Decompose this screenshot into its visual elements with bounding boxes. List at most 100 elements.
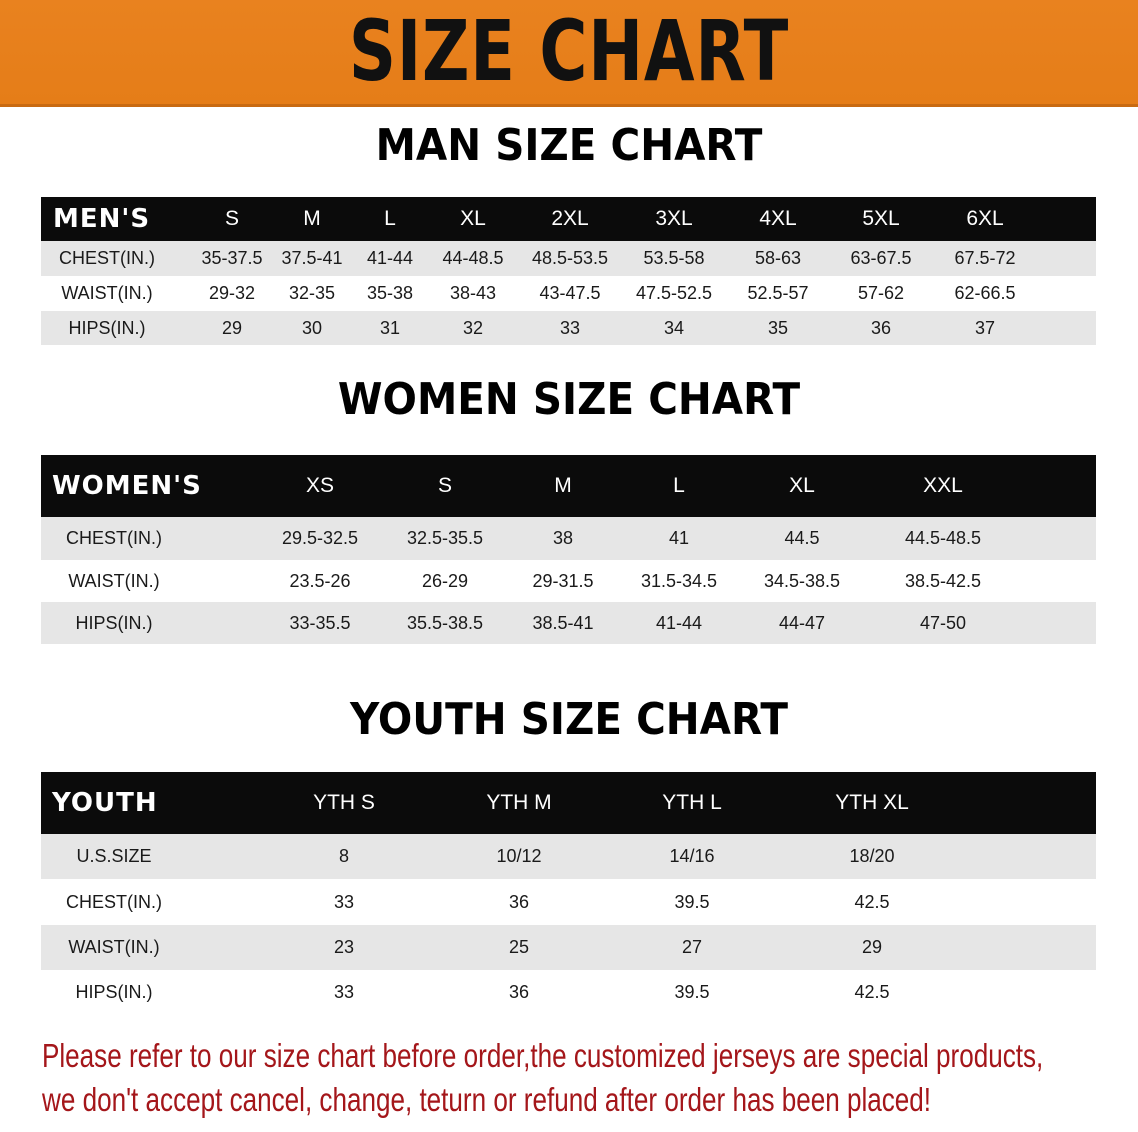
measurement-label: WAIST(IN.)	[68, 937, 160, 957]
measurement-label: HIPS(IN.)	[68, 317, 146, 338]
measurement-value: 39.5	[674, 891, 710, 912]
table-row: CHEST(IN.) 35-37.5 37.5-41 41-44 44-48.5 48.5…	[41, 241, 1096, 276]
measurement-value: 33	[333, 891, 355, 912]
measurement-value: 34.5-38.5	[763, 570, 841, 591]
measurement-value: 35	[767, 317, 789, 338]
measurement-value: 44-47	[778, 612, 826, 633]
table-row: HIPS(IN.) 33 36 39.5 42.5	[41, 970, 1096, 1015]
table-row: CHEST(IN.) 29.5-32.5 32.5-35.5 38 41 44.5 44.5…	[41, 517, 1096, 560]
measurement-value: 32-35	[288, 283, 336, 303]
measurement-label: HIPS(IN.)	[75, 982, 153, 1002]
table-row: CHEST(IN.) 33 36 39.5 42.5	[41, 879, 1096, 925]
size-column-header: 3XL	[655, 207, 693, 230]
size-column-header: S	[437, 474, 452, 497]
measurement-value: 33	[559, 317, 581, 338]
measurement-value: 37.5-41	[281, 248, 343, 268]
table-header-row: WOMEN'S XS S M L XL XXL	[41, 455, 1096, 517]
measurement-value: 58-63	[754, 248, 802, 268]
measurement-value: 32	[462, 317, 484, 338]
measurement-value: 42.5	[854, 891, 890, 912]
table-row: WAIST(IN.) 23 25 27 29	[41, 925, 1096, 970]
measurement-value: 29	[861, 937, 883, 957]
size-column-header: YTH S	[313, 791, 375, 814]
table-row: U.S.SIZE 8 10/12 14/16 18/20	[41, 834, 1096, 879]
measurement-value: 27	[681, 937, 703, 957]
measurement-value: 18/20	[849, 846, 895, 866]
header-label: WOMEN'S	[52, 471, 202, 501]
size-column-header: XL	[789, 474, 815, 497]
measurement-label: U.S.SIZE	[76, 846, 152, 866]
measurement-value: 25	[508, 937, 530, 957]
measurement-value: 29-31.5	[532, 570, 594, 591]
size-column-header: YTH L	[662, 791, 722, 814]
size-column-header: L	[384, 207, 396, 230]
measurement-value: 43-47.5	[539, 283, 601, 303]
measurement-value: 48.5-53.5	[531, 248, 609, 268]
measurement-value: 34	[663, 317, 685, 338]
size-chart-banner: SIZE CHART	[0, 0, 1138, 107]
women-section-title: WOMEN SIZE CHART	[337, 374, 801, 425]
measurement-value: 47-50	[919, 612, 967, 633]
measurement-value: 57-62	[857, 283, 905, 303]
table-header-row: MEN'S S M L XL 2XL 3XL 4XL 5XL 6XL	[41, 197, 1096, 241]
measurement-value: 29.5-32.5	[281, 528, 359, 548]
measurement-value: 23	[333, 937, 355, 957]
measurement-value: 35-38	[366, 283, 414, 303]
size-column-header: XS	[305, 474, 334, 497]
size-column-header: XL	[460, 207, 486, 230]
measurement-value: 30	[301, 317, 323, 338]
measurement-value: 33	[333, 982, 355, 1002]
measurement-value: 52.5-57	[747, 283, 809, 303]
header-label: MEN'S	[53, 204, 151, 234]
measurement-value: 41-44	[366, 248, 414, 268]
measurement-value: 36	[508, 982, 530, 1002]
men-section-title: MAN SIZE CHART	[375, 120, 763, 171]
size-column-header: L	[673, 474, 685, 497]
measurement-value: 36	[508, 891, 530, 912]
table-row: HIPS(IN.) 33-35.5 35.5-38.5 38.5-41 41-44 44-…	[41, 602, 1096, 644]
size-column-header: 5XL	[862, 207, 900, 230]
measurement-label: CHEST(IN.)	[59, 248, 155, 268]
size-column-header: 6XL	[966, 207, 1004, 230]
measurement-value: 44.5	[784, 528, 820, 548]
measurement-value: 35.5-38.5	[406, 612, 484, 633]
size-column-header: M	[554, 474, 572, 497]
measurement-value: 41-44	[655, 612, 703, 633]
measurement-value: 31	[379, 317, 401, 338]
measurement-value: 37	[974, 317, 996, 338]
measurement-value: 38.5-41	[532, 612, 594, 633]
measurement-value: 35-37.5	[201, 248, 263, 268]
size-column-header: S	[224, 207, 239, 230]
measurement-value: 38.5-42.5	[904, 570, 982, 591]
table-row: HIPS(IN.) 29 30 31 32 33 34 35 36 37	[41, 311, 1096, 345]
measurement-value: 63-67.5	[850, 248, 912, 268]
measurement-value: 8	[338, 846, 349, 866]
measurement-label: HIPS(IN.)	[75, 612, 153, 633]
measurement-value: 31.5-34.5	[640, 570, 718, 591]
size-column-header: YTH M	[486, 791, 552, 814]
measurement-value: 39.5	[674, 982, 710, 1002]
size-column-header: M	[303, 207, 321, 230]
size-column-header: 4XL	[759, 207, 797, 230]
measurement-value: 47.5-52.5	[635, 283, 713, 303]
size-column-header: 2XL	[551, 207, 589, 230]
table-header-row: YOUTH YTH S YTH M YTH L YTH XL	[41, 772, 1096, 834]
youth-section-title: YOUTH SIZE CHART	[350, 694, 788, 745]
size-column-header: XXL	[923, 474, 963, 497]
measurement-label: WAIST(IN.)	[68, 570, 160, 591]
measurement-value: 38	[552, 528, 574, 548]
measurement-value: 23.5-26	[289, 570, 351, 591]
measurement-value: 10/12	[496, 846, 542, 866]
measurement-value: 36	[870, 317, 892, 338]
banner-title: SIZE CHART	[348, 2, 790, 100]
measurement-value: 14/16	[669, 846, 715, 866]
size-column-header: YTH XL	[835, 791, 909, 814]
men-size-table: MEN'S S M L XL 2XL 3XL 4XL 5XL 6XL CHEST(IN.) 35-37…	[41, 197, 1096, 345]
measurement-value: 44-48.5	[442, 248, 504, 268]
women-size-table: WOMEN'S XS S M L XL XXL CHEST(IN.) 29.5-32.5 32.5…	[41, 455, 1096, 644]
measurement-value: 33-35.5	[289, 612, 351, 633]
table-row: WAIST(IN.) 29-32 32-35 35-38 38-43 43-47.5 47.…	[41, 276, 1096, 311]
header-label: YOUTH	[52, 788, 158, 818]
measurement-value: 29-32	[208, 283, 256, 303]
measurement-value: 44.5-48.5	[904, 528, 982, 548]
